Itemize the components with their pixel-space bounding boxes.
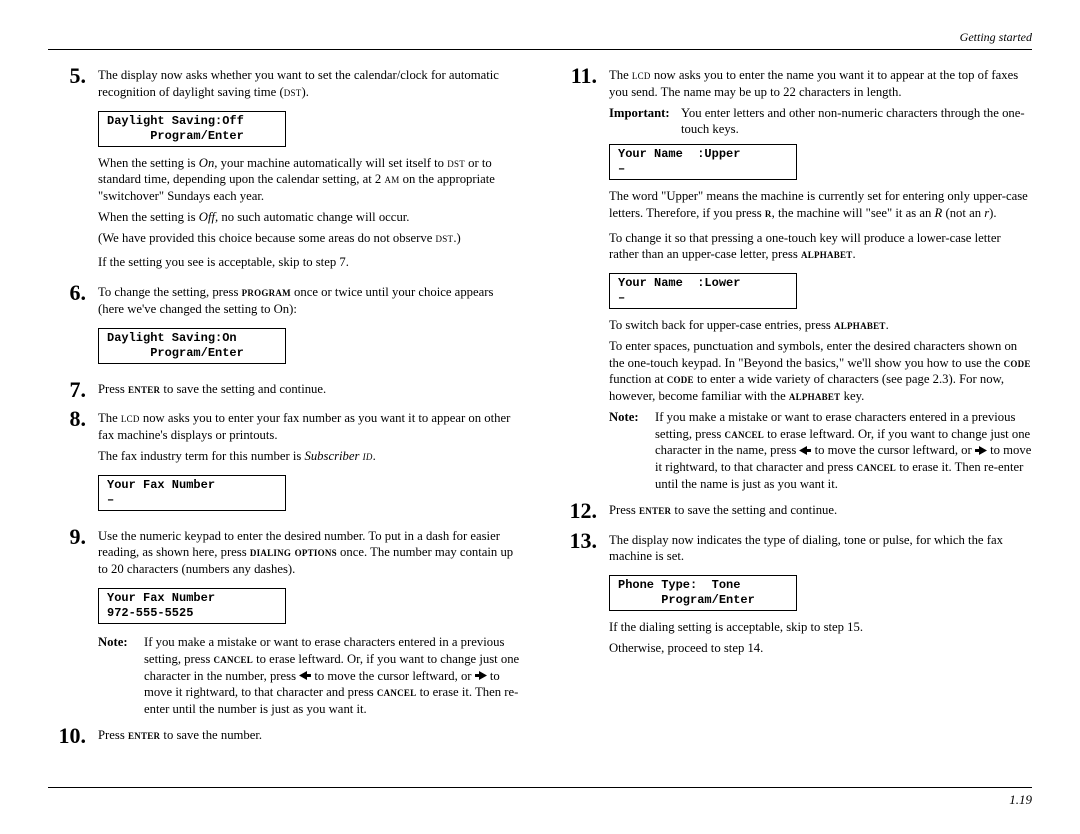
right-column: 11. The lcd now asks you to enter the na… [559, 64, 1032, 754]
step-number: 9. [48, 525, 98, 548]
step-9: 9. Use the numeric keypad to enter the d… [48, 525, 521, 718]
step-7: 7. Press enter to save the setting and c… [48, 378, 521, 402]
step-body: Press enter to save the setting and cont… [609, 499, 1032, 523]
lcd-display: Your Fax Number 972-555-5525 [98, 588, 286, 624]
step-body: To change the setting, press program onc… [98, 281, 521, 372]
step-number: 10. [48, 724, 98, 747]
page-header: Getting started [48, 30, 1032, 45]
step-body: The display now indicates the type of di… [609, 529, 1032, 661]
columns: 5. The display now asks whether you want… [48, 64, 1032, 754]
step-body: The lcd now asks you to enter your fax n… [98, 407, 521, 518]
left-arrow-icon [799, 446, 811, 455]
step-11: 11. The lcd now asks you to enter the na… [559, 64, 1032, 493]
step-number: 11. [559, 64, 609, 87]
note: Note: If you make a mistake or want to e… [609, 409, 1032, 493]
step-12: 12. Press enter to save the setting and … [559, 499, 1032, 523]
step-body: Press enter to save the setting and cont… [98, 378, 521, 402]
step-body: The display now asks whether you want to… [98, 64, 521, 275]
step-8: 8. The lcd now asks you to enter your fa… [48, 407, 521, 518]
step-6: 6. To change the setting, press program … [48, 281, 521, 372]
step-13: 13. The display now indicates the type o… [559, 529, 1032, 661]
important-note: Important: You enter letters and other n… [609, 105, 1032, 139]
step-number: 8. [48, 407, 98, 430]
right-arrow-icon [975, 446, 987, 455]
manual-page: Getting started 5. The display now asks … [0, 0, 1080, 834]
lcd-display: Daylight Saving:On Program/Enter [98, 328, 286, 364]
left-arrow-icon [299, 671, 311, 680]
step-number: 7. [48, 378, 98, 401]
lcd-display: Your Fax Number – [98, 475, 286, 511]
right-arrow-icon [475, 671, 487, 680]
step-10: 10. Press enter to save the number. [48, 724, 521, 748]
lcd-display: Daylight Saving:Off Program/Enter [98, 111, 286, 147]
lcd-display: Your Name :Upper – [609, 144, 797, 180]
step-number: 6. [48, 281, 98, 304]
step-number: 12. [559, 499, 609, 522]
page-number: 1.19 [1009, 792, 1032, 807]
step-number: 13. [559, 529, 609, 552]
step-body: The lcd now asks you to enter the name y… [609, 64, 1032, 493]
note: Note: If you make a mistake or want to e… [98, 634, 521, 718]
step-body: Press enter to save the number. [98, 724, 521, 748]
step-body: Use the numeric keypad to enter the desi… [98, 525, 521, 718]
lcd-display: Your Name :Lower – [609, 273, 797, 309]
step-5: 5. The display now asks whether you want… [48, 64, 521, 275]
top-rule [48, 49, 1032, 50]
page-footer: 1.19 [48, 787, 1032, 808]
left-column: 5. The display now asks whether you want… [48, 64, 521, 754]
step-number: 5. [48, 64, 98, 87]
lcd-display: Phone Type: Tone Program/Enter [609, 575, 797, 611]
